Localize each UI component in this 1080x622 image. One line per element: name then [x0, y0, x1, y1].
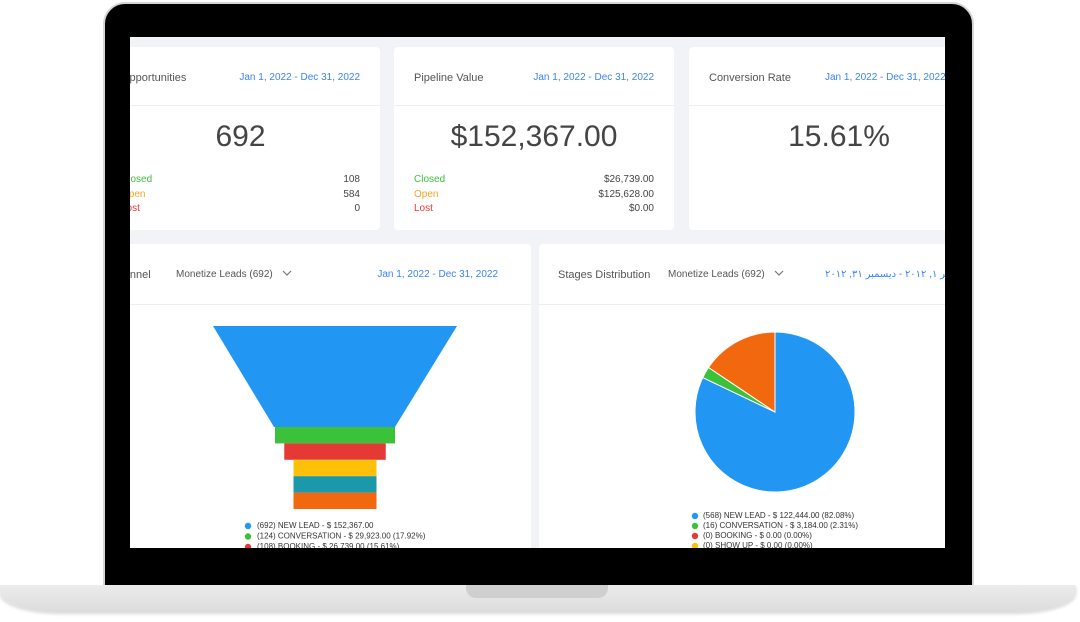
- pie-slice: [707, 331, 776, 413]
- legend-dot: [691, 522, 699, 530]
- stat-card: Opportunities Jan 1, 2022 - Dec 31, 2022 6…: [130, 47, 380, 230]
- screen: Opportunities Jan 1, 2022 - Dec 31, 2022 6…: [130, 37, 945, 548]
- funnel-stage: [275, 427, 395, 444]
- panel-title: Stages Distribution: [558, 269, 651, 281]
- date-range[interactable]: Jan 1, 2022 - Dec 31, 2022: [825, 72, 945, 83]
- date-range[interactable]: Jan 1, 2022 - Dec 31, 2022: [377, 269, 498, 280]
- divider: [130, 304, 531, 305]
- legend-dot: [691, 532, 699, 540]
- funnel-stage: [293, 492, 377, 509]
- chevron: [282, 270, 291, 276]
- date-range[interactable]: يناير ١, ٢٠١٢ - ديسمبر ٣١, ٢٠١٢: [825, 269, 945, 280]
- legend-dot: [691, 542, 699, 548]
- card-value: 692: [215, 120, 266, 153]
- date-range[interactable]: Jan 1, 2022 - Dec 31, 2022: [533, 72, 654, 83]
- divider: [130, 105, 380, 106]
- charts-layer: (692) NEW LEAD - $ 152,367.00 (124) CONVE…: [213, 326, 858, 548]
- divider: [394, 105, 674, 106]
- row-value: 584: [343, 188, 360, 200]
- date-range[interactable]: Jan 1, 2022 - Dec 31, 2022: [239, 72, 360, 83]
- funnel-stage: [213, 326, 457, 427]
- legend-label: (568) NEW LEAD - $ 122,444.00 (82.08%): [703, 511, 855, 520]
- card-value: 15.61%: [788, 120, 890, 153]
- funnel-stage: [293, 459, 377, 477]
- divider: [539, 304, 945, 305]
- row-label: Lost: [130, 203, 140, 214]
- funnel-stage: [284, 443, 386, 460]
- row-label: Closed: [130, 174, 153, 185]
- legend-dot: [244, 522, 252, 530]
- stat-card: Conversion Rate Jan 1, 2022 - Dec 31, 202…: [689, 47, 945, 230]
- legend-dot: [691, 512, 699, 520]
- legend-dot: [244, 533, 252, 540]
- legend-label: (0) SHOW UP - $ 0.00 (0.00%): [703, 541, 813, 548]
- divider: [689, 105, 945, 106]
- dropdown-label: Monetize Leads (692): [668, 269, 765, 280]
- row-label: Closed: [414, 174, 446, 185]
- laptop-notch: [466, 585, 608, 598]
- row-value: $125,628.00: [598, 188, 654, 200]
- funnel-stage: [293, 476, 377, 493]
- dropdown[interactable]: Monetize Leads (692): [668, 269, 784, 280]
- stat-card: Pipeline Value Jan 1, 2022 - Dec 31, 2022…: [394, 47, 674, 230]
- legend-label: (0) BOOKING - $ 0.00 (0.00%): [703, 531, 812, 540]
- card-title: Pipeline Value: [414, 72, 484, 84]
- row-label: Open: [130, 188, 146, 200]
- card-title: Conversion Rate: [709, 72, 791, 84]
- row-value: $26,739.00: [603, 174, 654, 185]
- card-title: Opportunities: [130, 72, 187, 84]
- card-value: $152,367.00: [450, 120, 618, 153]
- legend-label: (692) NEW LEAD - $ 152,367.00: [257, 521, 374, 530]
- chevron: [774, 270, 783, 276]
- dropdown-label: Monetize Leads (692): [176, 269, 273, 280]
- row-value: 108: [343, 174, 360, 185]
- legend-label: (16) CONVERSATION - $ 3,184.00 (2.31%): [703, 521, 858, 530]
- row-value: 0: [354, 203, 360, 214]
- panel-title: Funnel: [130, 269, 151, 281]
- row-value: $0.00: [628, 203, 654, 214]
- row-label: Lost: [414, 203, 433, 214]
- dropdown[interactable]: Monetize Leads (692): [176, 269, 292, 280]
- legend-label: (124) CONVERSATION - $ 29,923.00 (17.92%…: [257, 532, 426, 541]
- legend-label: (108) BOOKING - $ 26,739.00 (15.61%): [257, 542, 400, 548]
- row-label: Open: [414, 188, 439, 200]
- legend-dot: [244, 543, 252, 548]
